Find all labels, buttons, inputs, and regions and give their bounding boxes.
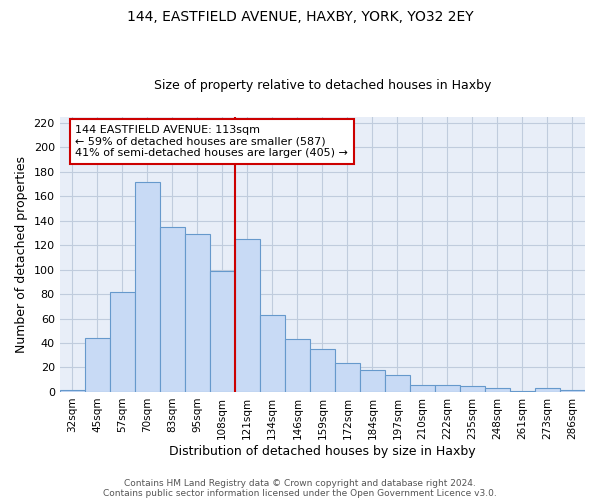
Bar <box>260 315 285 392</box>
Bar <box>59 390 85 392</box>
Bar <box>460 386 485 392</box>
Bar <box>110 292 135 392</box>
Bar <box>360 370 385 392</box>
Bar <box>560 390 585 392</box>
Bar <box>185 234 210 392</box>
X-axis label: Distribution of detached houses by size in Haxby: Distribution of detached houses by size … <box>169 444 476 458</box>
Bar <box>85 338 110 392</box>
Y-axis label: Number of detached properties: Number of detached properties <box>15 156 28 353</box>
Text: Contains public sector information licensed under the Open Government Licence v3: Contains public sector information licen… <box>103 488 497 498</box>
Bar <box>160 227 185 392</box>
Title: Size of property relative to detached houses in Haxby: Size of property relative to detached ho… <box>154 79 491 92</box>
Text: 144, EASTFIELD AVENUE, HAXBY, YORK, YO32 2EY: 144, EASTFIELD AVENUE, HAXBY, YORK, YO32… <box>127 10 473 24</box>
Text: Contains HM Land Registry data © Crown copyright and database right 2024.: Contains HM Land Registry data © Crown c… <box>124 478 476 488</box>
Bar <box>385 375 410 392</box>
Bar <box>210 271 235 392</box>
Bar <box>410 384 435 392</box>
Bar <box>335 362 360 392</box>
Bar <box>285 340 310 392</box>
Bar <box>485 388 510 392</box>
Bar <box>235 239 260 392</box>
Bar <box>510 390 535 392</box>
Bar <box>310 349 335 392</box>
Bar <box>435 384 460 392</box>
Bar <box>535 388 560 392</box>
Bar <box>135 182 160 392</box>
Text: 144 EASTFIELD AVENUE: 113sqm
← 59% of detached houses are smaller (587)
41% of s: 144 EASTFIELD AVENUE: 113sqm ← 59% of de… <box>76 125 349 158</box>
